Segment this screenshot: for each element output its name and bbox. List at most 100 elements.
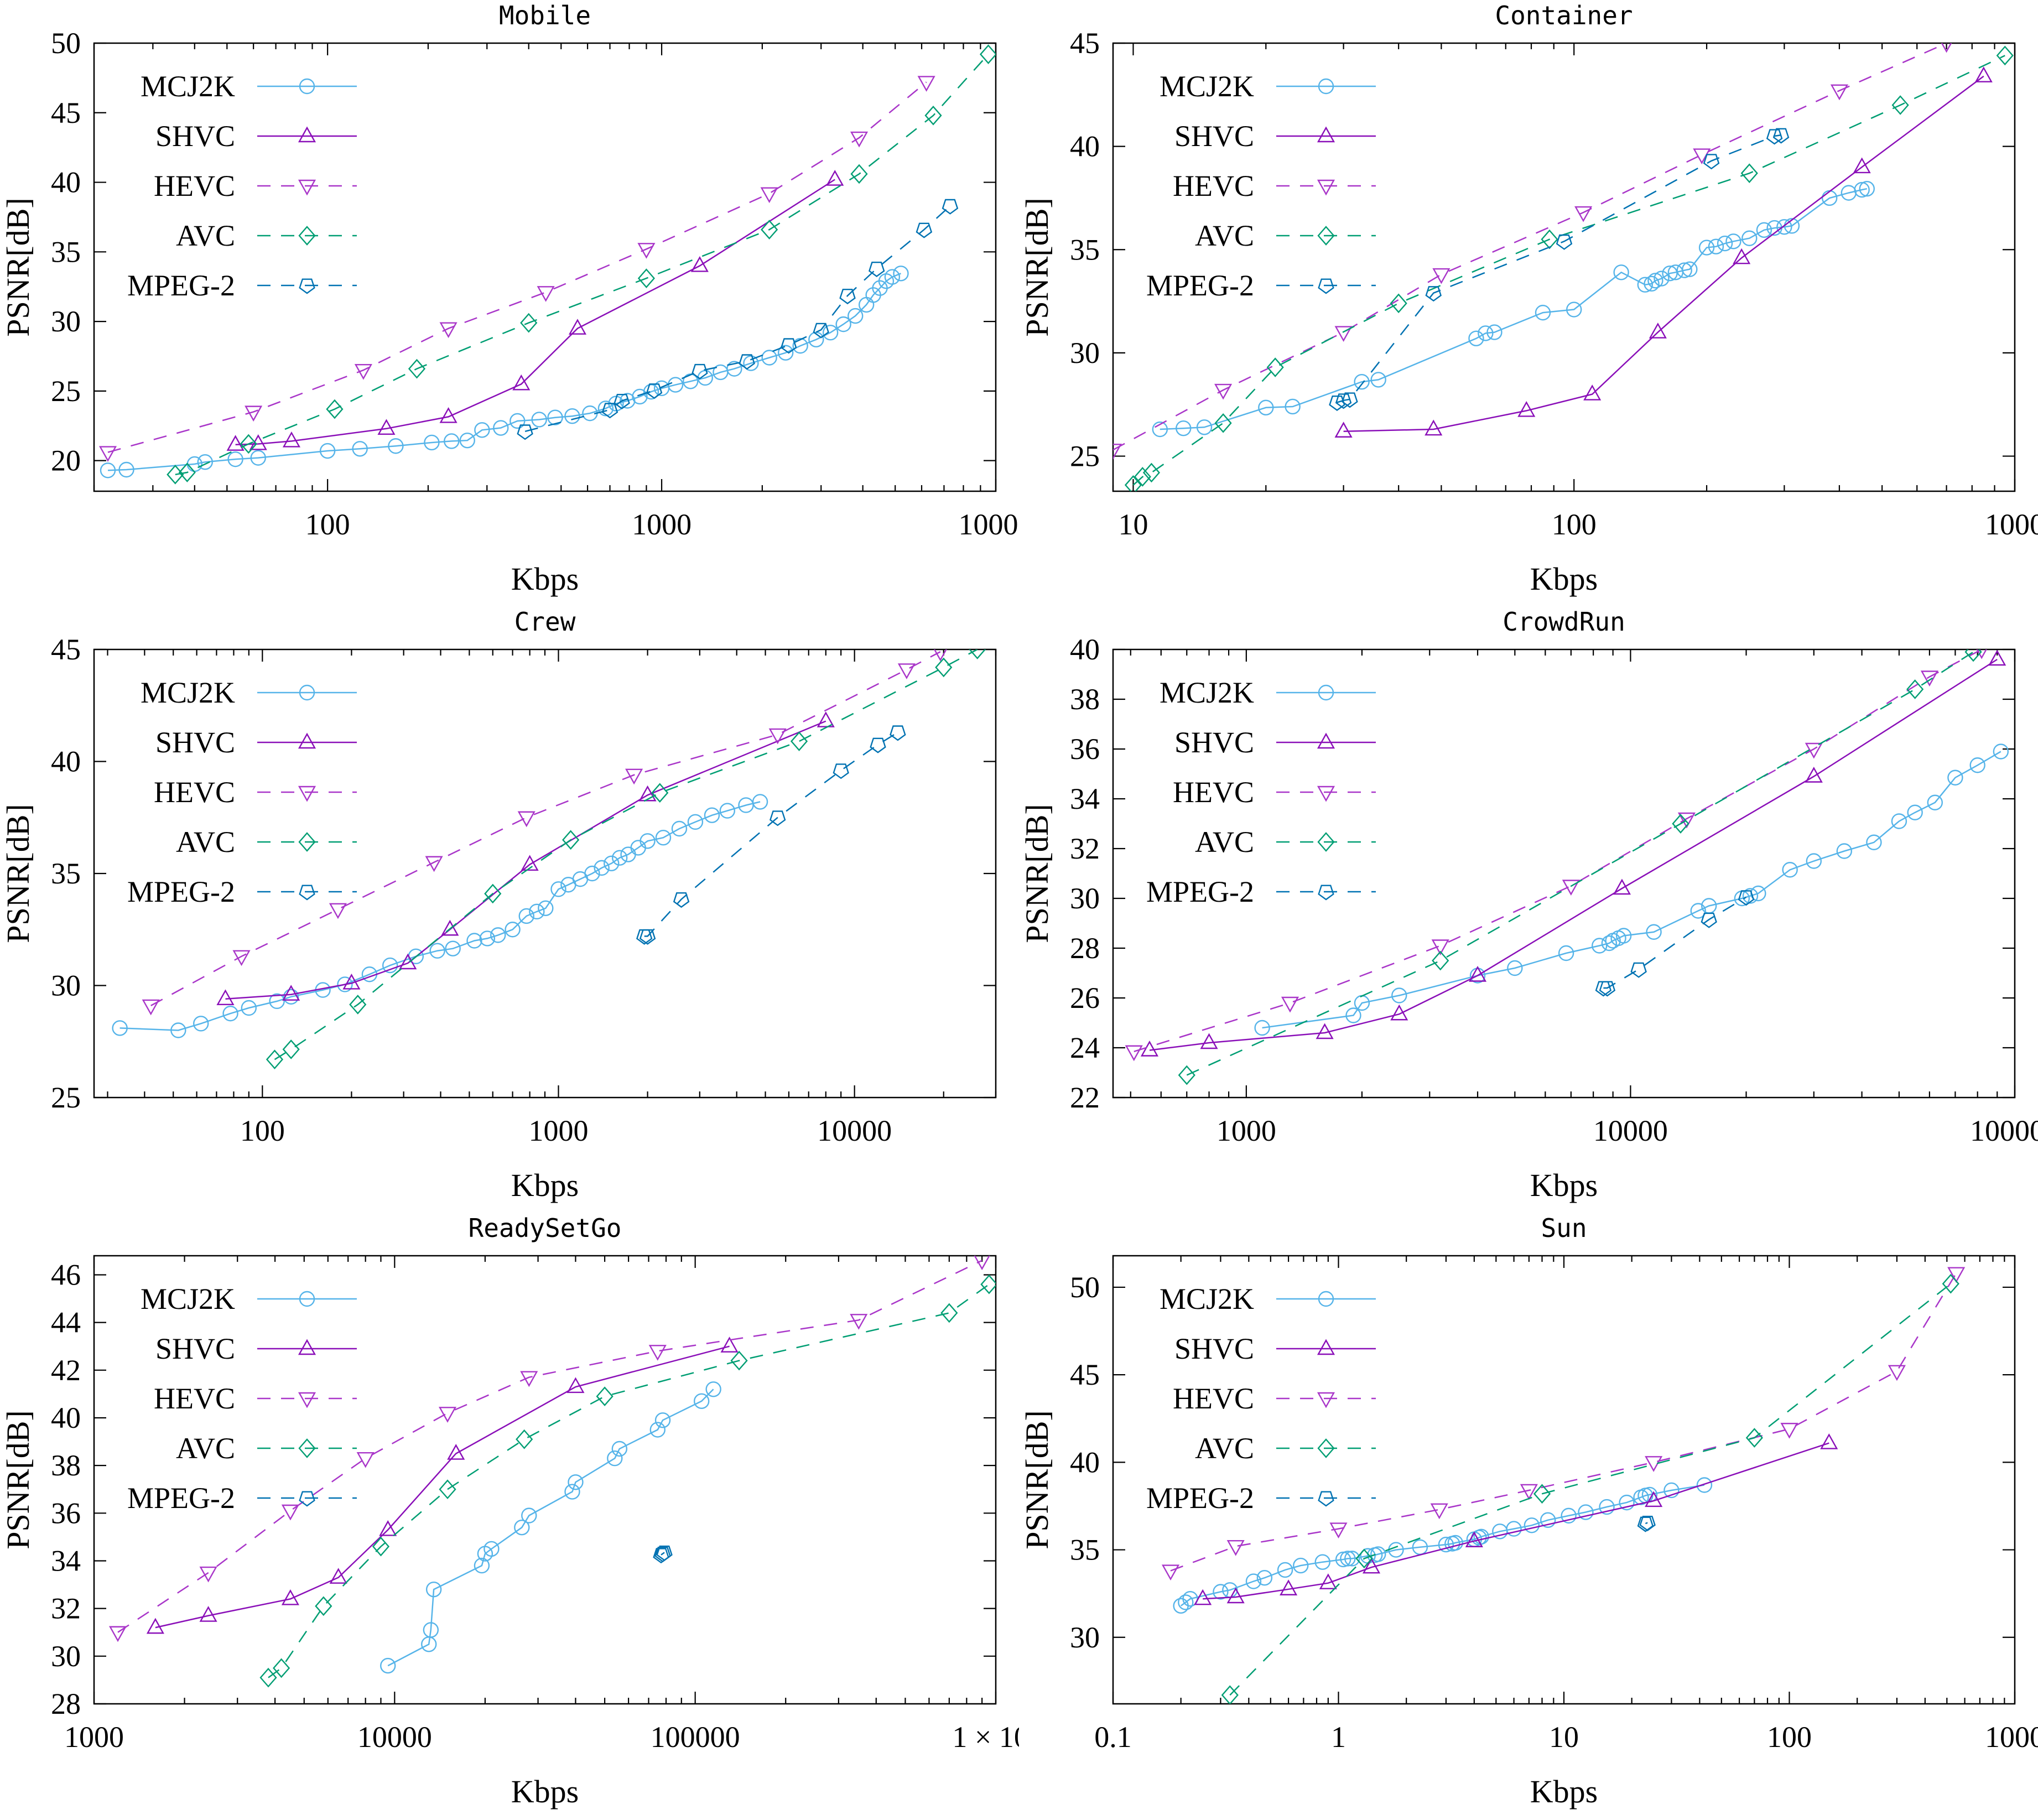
series-markers-mpeg-2 bbox=[636, 725, 906, 945]
y-tick-label: 32 bbox=[51, 1592, 81, 1625]
series-markers-shvc bbox=[146, 1337, 739, 1634]
marker-triangle-up bbox=[1280, 1579, 1298, 1595]
legend-item-hevc: HEVC bbox=[154, 776, 357, 809]
marker-circle bbox=[632, 388, 648, 405]
marker-triangle-up bbox=[1820, 1433, 1838, 1449]
plot-border bbox=[1112, 42, 2016, 492]
marker-triangle-down bbox=[1214, 383, 1233, 400]
marker-diamond bbox=[1891, 95, 1909, 115]
marker-pentagon bbox=[739, 354, 755, 370]
marker-diamond bbox=[259, 1667, 277, 1688]
marker-triangle-up bbox=[1334, 422, 1353, 438]
series-markers-shvc bbox=[1334, 66, 1993, 438]
series-markers-mpeg-2 bbox=[517, 199, 959, 440]
series-mcj2k bbox=[1173, 1477, 1713, 1614]
legend-label: HEVC bbox=[154, 776, 235, 809]
marker-circle bbox=[1662, 265, 1678, 282]
legend-label: AVC bbox=[176, 825, 235, 859]
series-avc bbox=[1124, 45, 2014, 491]
series-hevc bbox=[98, 76, 935, 462]
series-markers-shvc bbox=[1194, 1433, 1838, 1605]
marker-circle bbox=[100, 462, 116, 479]
marker-circle bbox=[1927, 794, 1943, 810]
marker-triangle-down bbox=[1805, 742, 1823, 759]
legend-label: AVC bbox=[1195, 219, 1254, 252]
marker-diamond bbox=[1355, 1548, 1373, 1569]
marker-triangle-down bbox=[438, 1407, 457, 1423]
x-tick-label: 1000 bbox=[632, 508, 692, 541]
legend-marker-diamond bbox=[1317, 1438, 1335, 1458]
marker-circle bbox=[761, 350, 777, 366]
series-line-mpeg-2 bbox=[644, 731, 898, 937]
marker-diamond bbox=[651, 783, 669, 803]
marker-triangle-down bbox=[1780, 1423, 1798, 1439]
marker-triangle-down bbox=[1125, 1045, 1143, 1062]
legend-item-mpeg-2: MPEG-2 bbox=[127, 875, 357, 908]
marker-circle bbox=[1540, 1512, 1556, 1528]
marker-circle bbox=[568, 1474, 584, 1490]
marker-diamond bbox=[516, 1429, 533, 1449]
marker-triangle-down bbox=[354, 363, 372, 380]
marker-pentagon bbox=[916, 222, 933, 238]
marker-diamond bbox=[1906, 679, 1924, 699]
marker-circle bbox=[743, 355, 759, 371]
legend-marker-diamond bbox=[298, 226, 316, 246]
y-tick-label: 20 bbox=[51, 444, 81, 477]
x-axis-label: Kbps bbox=[1530, 561, 1598, 597]
chart-sun: Sun 30 35 40 45 50 0.1 1 10 100 1000 Kbps PSNR[dB] MC… bbox=[1019, 1213, 2038, 1809]
y-tick-label: 40 bbox=[51, 745, 81, 778]
marker-circle bbox=[423, 1622, 439, 1638]
y-tick-label: 50 bbox=[1070, 1271, 1100, 1304]
marker-triangle-up bbox=[1194, 1589, 1212, 1605]
marker-circle bbox=[118, 461, 134, 478]
marker-pentagon bbox=[1342, 392, 1358, 408]
chart-title: Mobile bbox=[499, 1, 591, 30]
legend-marker-circle bbox=[1318, 78, 1334, 95]
marker-circle bbox=[1447, 1535, 1463, 1551]
series-line-avc bbox=[274, 649, 978, 1060]
marker-diamond bbox=[935, 657, 953, 678]
marker-pentagon bbox=[1425, 286, 1442, 302]
marker-circle bbox=[425, 1581, 442, 1598]
marker-triangle-down bbox=[637, 243, 656, 259]
axis-ticks bbox=[1112, 42, 2016, 491]
y-tick-label: 25 bbox=[51, 1081, 81, 1114]
marker-pentagon bbox=[769, 810, 786, 826]
legend-label: MCJ2K bbox=[1160, 676, 1254, 709]
series-markers-avc bbox=[167, 44, 996, 485]
marker-circle bbox=[1969, 757, 1985, 773]
marker-triangle-up bbox=[1649, 323, 1667, 339]
y-tick-label: 35 bbox=[51, 235, 81, 268]
marker-circle bbox=[822, 325, 839, 341]
marker-triangle-down bbox=[1976, 649, 1987, 659]
legend-item-shvc: SHVC bbox=[1174, 1332, 1376, 1365]
marker-diamond bbox=[1124, 475, 1142, 491]
marker-pentagon bbox=[780, 338, 797, 354]
legend-marker-circle bbox=[299, 684, 315, 701]
x-tick-label: 1 × 10⁶ bbox=[952, 1720, 1019, 1754]
series-line-mpeg-2 bbox=[1337, 134, 1781, 403]
marker-circle bbox=[1370, 1546, 1386, 1562]
marker-pentagon bbox=[656, 1545, 673, 1561]
legend-label: SHVC bbox=[155, 119, 235, 153]
marker-circle bbox=[835, 316, 851, 332]
legend-marker-diamond bbox=[298, 832, 316, 852]
marker-circle bbox=[1615, 928, 1632, 944]
chart-title: CrowdRun bbox=[1502, 607, 1625, 637]
axis-ticks bbox=[1112, 1256, 2016, 1704]
series-line-mpeg-2 bbox=[524, 205, 951, 433]
marker-circle bbox=[564, 1484, 580, 1500]
series-avc bbox=[1178, 649, 1982, 1085]
marker-triangle-down bbox=[625, 768, 643, 785]
x-axis-label: Kbps bbox=[511, 1167, 579, 1203]
marker-pentagon bbox=[614, 394, 630, 409]
marker-triangle-down bbox=[1431, 939, 1449, 955]
marker-triangle-up bbox=[281, 1589, 299, 1605]
marker-diamond bbox=[969, 649, 986, 659]
marker-triangle-up bbox=[720, 1337, 739, 1353]
y-tick-label: 30 bbox=[51, 1640, 81, 1673]
legend-item-avc: AVC bbox=[1195, 1432, 1376, 1465]
series-mpeg-2 bbox=[1595, 890, 1755, 997]
y-tick-label: 45 bbox=[51, 96, 81, 129]
x-tick-label: 1 bbox=[1331, 1720, 1346, 1754]
